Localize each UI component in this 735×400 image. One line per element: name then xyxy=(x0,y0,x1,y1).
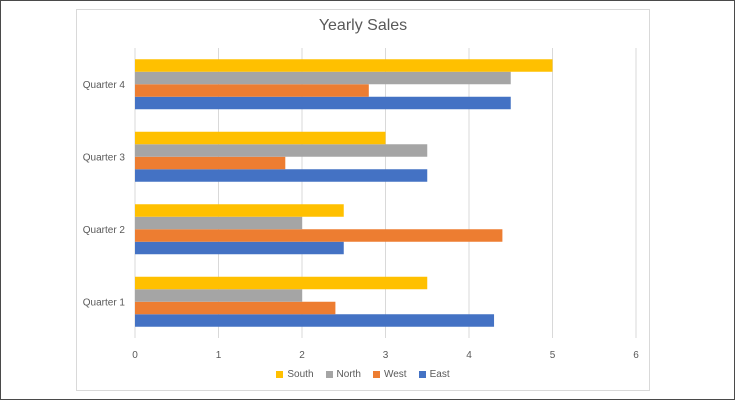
legend: South North West East xyxy=(77,369,649,380)
chart-plot: 0 1 2 3 4 5 6 Quarter 1 Quarter 2 Quarter 3 Quarte… xyxy=(83,48,639,361)
category-label: Quarter 2 xyxy=(83,225,126,236)
legend-label: South xyxy=(287,369,314,380)
bar-east-q3[interactable] xyxy=(135,169,428,182)
category-label: Quarter 4 xyxy=(83,80,126,91)
bar-east-q4[interactable] xyxy=(135,96,511,110)
x-tick-label: 1 xyxy=(216,350,222,361)
bar-west-q4[interactable] xyxy=(135,84,369,97)
legend-swatch xyxy=(325,371,333,378)
legend-swatch xyxy=(418,371,426,378)
bar-west-q1[interactable] xyxy=(135,301,336,315)
category-label: Quarter 3 xyxy=(83,152,126,163)
bar-north-q2[interactable] xyxy=(135,216,302,230)
bar-east-q2[interactable] xyxy=(135,241,344,255)
bar-north-q4[interactable] xyxy=(135,71,511,85)
chart-area[interactable]: Yearly Sales 0 1 2 3 4 5 6 Quarter 1 Quarter 2 Qu… xyxy=(76,9,650,391)
legend-swatch xyxy=(372,371,380,378)
bar-south-q2[interactable] xyxy=(135,204,344,217)
bar-south-q4[interactable] xyxy=(135,59,553,72)
category-label: Quarter 1 xyxy=(83,297,126,308)
legend-swatch xyxy=(276,371,284,378)
x-tick-label: 2 xyxy=(299,350,305,361)
bar-south-q1[interactable] xyxy=(135,276,428,290)
bar-south-q3[interactable] xyxy=(135,131,386,145)
bar-north-q3[interactable] xyxy=(135,144,428,157)
legend-item-west[interactable]: West xyxy=(372,369,407,380)
bar-north-q1[interactable] xyxy=(135,289,302,302)
x-tick-label: 4 xyxy=(466,350,472,361)
axis-labels: 0 1 2 3 4 5 6 Quarter 1 Quarter 2 Quarter 3 Quarte… xyxy=(83,80,639,361)
legend-item-north[interactable]: North xyxy=(325,369,361,380)
legend-item-east[interactable]: East xyxy=(418,369,450,380)
bar-west-q2[interactable] xyxy=(135,229,503,242)
x-tick-label: 3 xyxy=(383,350,389,361)
bar-east-q1[interactable] xyxy=(135,314,495,327)
x-tick-label: 6 xyxy=(633,350,639,361)
legend-label: East xyxy=(429,369,450,380)
bar-west-q3[interactable] xyxy=(135,156,286,170)
x-tick-label: 5 xyxy=(550,350,556,361)
legend-label: West xyxy=(383,369,407,380)
bars xyxy=(135,59,553,327)
x-tick-label: 0 xyxy=(132,350,138,361)
legend-item-south[interactable]: South xyxy=(276,369,314,380)
legend-label: North xyxy=(336,369,361,380)
chart-title: Yearly Sales xyxy=(318,17,408,34)
